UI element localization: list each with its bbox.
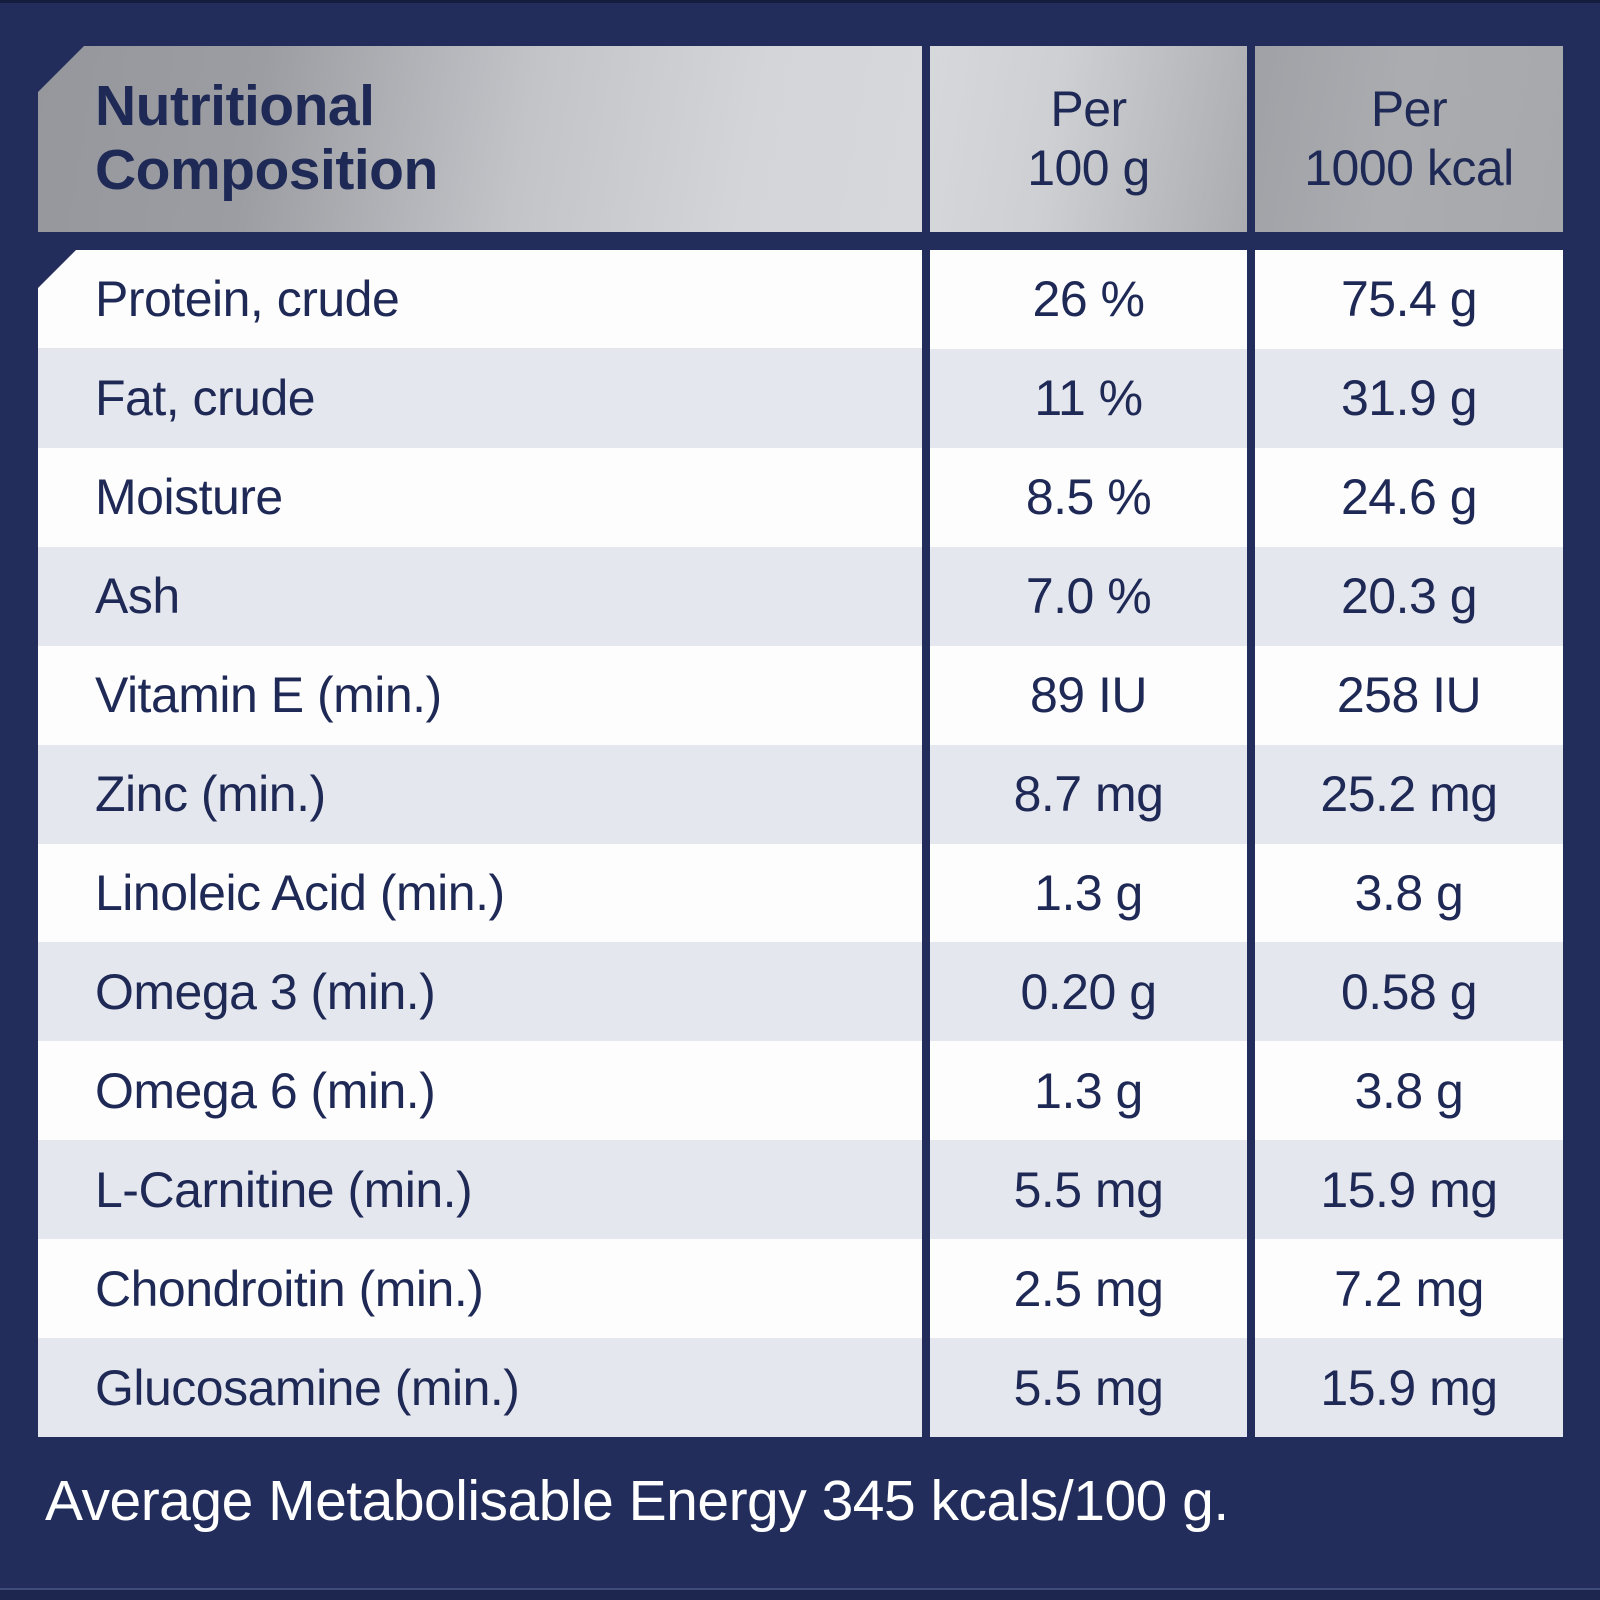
table-title: Nutritional Composition bbox=[38, 46, 922, 232]
table-body: Protein, crude 26 % 75.4 g Fat, crude 11 % 31… bbox=[38, 250, 1563, 1438]
nutrient-label: Omega 6 (min.) bbox=[38, 1041, 922, 1141]
value-per-100g: 8.5 % bbox=[930, 447, 1247, 547]
package-bottom-seam bbox=[0, 1588, 1600, 1600]
value-per-1000kcal: 31.9 g bbox=[1255, 348, 1563, 448]
nutrient-label: Omega 3 (min.) bbox=[38, 942, 922, 1042]
value-per-1000kcal: 3.8 g bbox=[1255, 843, 1563, 943]
value-per-100g: 26 % bbox=[930, 250, 1247, 349]
value-per-1000kcal: 258 IU bbox=[1255, 645, 1563, 745]
value-per-1000kcal: 15.9 mg bbox=[1255, 1140, 1563, 1240]
table-row: Glucosamine (min.) 5.5 mg 15.9 mg bbox=[38, 1338, 1563, 1438]
value-per-1000kcal: 24.6 g bbox=[1255, 447, 1563, 547]
value-per-100g: 1.3 g bbox=[930, 843, 1247, 943]
nutrient-label: Vitamin E (min.) bbox=[38, 645, 922, 745]
nutrient-label: Zinc (min.) bbox=[38, 744, 922, 844]
value-per-1000kcal: 3.8 g bbox=[1255, 1041, 1563, 1141]
table-row: Omega 3 (min.) 0.20 g 0.58 g bbox=[38, 942, 1563, 1042]
table-row: Chondroitin (min.) 2.5 mg 7.2 mg bbox=[38, 1239, 1563, 1339]
value-per-100g: 89 IU bbox=[930, 645, 1247, 745]
value-per-1000kcal: 25.2 mg bbox=[1255, 744, 1563, 844]
table-header-row: Nutritional Composition Per 100 g Per 10… bbox=[38, 46, 1563, 232]
nutrient-label: Chondroitin (min.) bbox=[38, 1239, 922, 1339]
table-title-line2: Composition bbox=[95, 138, 438, 202]
table-row: Omega 6 (min.) 1.3 g 3.8 g bbox=[38, 1041, 1563, 1141]
value-per-100g: 2.5 mg bbox=[930, 1239, 1247, 1339]
column-header-per-100g-line1: Per bbox=[1050, 81, 1127, 137]
table-row: L-Carnitine (min.) 5.5 mg 15.9 mg bbox=[38, 1140, 1563, 1240]
package-top-seam bbox=[0, 0, 1600, 3]
value-per-1000kcal: 20.3 g bbox=[1255, 546, 1563, 646]
nutrient-label: Protein, crude bbox=[38, 250, 922, 349]
value-per-100g: 5.5 mg bbox=[930, 1140, 1247, 1240]
nutrition-table: Nutritional Composition Per 100 g Per 10… bbox=[38, 46, 1563, 1438]
value-per-100g: 7.0 % bbox=[930, 546, 1247, 646]
table-title-line1: Nutritional bbox=[95, 74, 375, 139]
nutrient-label: L-Carnitine (min.) bbox=[38, 1140, 922, 1240]
column-header-per-100g-line2: 100 g bbox=[1027, 140, 1150, 196]
nutrient-label: Fat, crude bbox=[38, 348, 922, 448]
table-row: Linoleic Acid (min.) 1.3 g 3.8 g bbox=[38, 843, 1563, 943]
nutrient-label: Moisture bbox=[38, 447, 922, 547]
value-per-1000kcal: 75.4 g bbox=[1255, 250, 1563, 349]
value-per-1000kcal: 0.58 g bbox=[1255, 942, 1563, 1042]
column-header-per-100g: Per 100 g bbox=[930, 46, 1247, 232]
column-header-per-1000kcal: Per 1000 kcal bbox=[1255, 46, 1563, 232]
column-header-per-1000kcal-line1: Per bbox=[1370, 81, 1448, 137]
nutrient-label: Glucosamine (min.) bbox=[38, 1338, 922, 1438]
nutrient-label: Ash bbox=[38, 546, 922, 646]
value-per-100g: 11 % bbox=[930, 348, 1247, 448]
metabolisable-energy-note: Average Metabolisable Energy 345 kcals/1… bbox=[45, 1469, 1229, 1533]
table-row: Moisture 8.5 % 24.6 g bbox=[38, 447, 1563, 547]
value-per-100g: 8.7 mg bbox=[930, 744, 1247, 844]
table-row: Vitamin E (min.) 89 IU 258 IU bbox=[38, 645, 1563, 745]
value-per-100g: 1.3 g bbox=[930, 1041, 1247, 1141]
nutrient-label: Linoleic Acid (min.) bbox=[38, 843, 922, 943]
value-per-1000kcal: 15.9 mg bbox=[1255, 1338, 1563, 1438]
table-row: Fat, crude 11 % 31.9 g bbox=[38, 348, 1563, 448]
table-row: Protein, crude 26 % 75.4 g bbox=[38, 250, 1563, 349]
value-per-1000kcal: 7.2 mg bbox=[1255, 1239, 1563, 1339]
value-per-100g: 0.20 g bbox=[930, 942, 1247, 1042]
column-header-per-1000kcal-line2: 1000 kcal bbox=[1304, 140, 1514, 196]
table-row: Ash 7.0 % 20.3 g bbox=[38, 546, 1563, 646]
table-row: Zinc (min.) 8.7 mg 25.2 mg bbox=[38, 744, 1563, 844]
value-per-100g: 5.5 mg bbox=[930, 1338, 1247, 1438]
